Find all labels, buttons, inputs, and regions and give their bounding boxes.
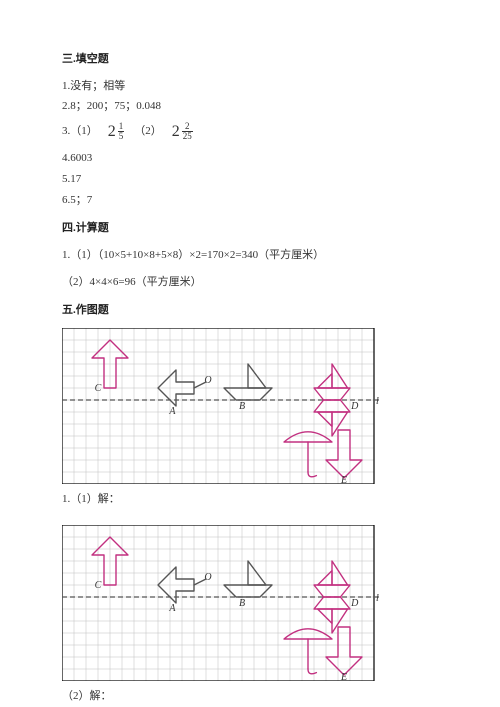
svg-text:O: O <box>204 375 211 386</box>
q3-3: 3.（1） 2 1 5 （2） 2 2 25 <box>62 118 445 145</box>
fraction-2-whole: 2 <box>172 118 180 145</box>
q3-5: 5.17 <box>62 170 445 189</box>
section-4-title: 四.计算题 <box>62 219 445 238</box>
svg-text:A: A <box>168 603 176 614</box>
figure-2: l C A O B D E （2）解： <box>62 525 445 706</box>
fraction-1-whole: 2 <box>108 118 116 145</box>
fraction-1: 2 1 5 <box>108 118 125 145</box>
svg-text:E: E <box>340 475 347 484</box>
section-5-title: 五.作图题 <box>62 301 445 320</box>
fraction-2-num: 2 <box>185 122 190 131</box>
svg-text:C: C <box>95 383 102 394</box>
figure-1: l C A O B D E 1.（1）解： <box>62 328 445 509</box>
q3-3-mid: （2） <box>134 122 162 141</box>
fraction-1-num: 1 <box>119 122 124 131</box>
figure-1-svg: l C A O B D E <box>62 328 384 484</box>
q4-1: 1.（1）（10×5+10×8+5×8）×2=170×2=340（平方厘米） <box>62 246 445 265</box>
svg-text:B: B <box>239 598 245 609</box>
svg-text:A: A <box>168 406 176 417</box>
fraction-2-den: 25 <box>182 131 193 141</box>
q3-6: 6.5；7 <box>62 191 445 210</box>
q4-2: （2）4×4×6=96（平方厘米） <box>62 273 445 292</box>
q3-4: 4.6003 <box>62 149 445 168</box>
q3-1: 1.没有；相等 <box>62 77 445 96</box>
svg-text:D: D <box>350 401 359 412</box>
figure-1-label: 1.（1）解： <box>62 490 445 509</box>
svg-text:D: D <box>350 598 359 609</box>
svg-text:l: l <box>376 593 379 604</box>
q3-2: 2.8；200；75；0.048 <box>62 97 445 116</box>
fraction-1-den: 5 <box>118 131 125 141</box>
svg-text:O: O <box>204 572 211 583</box>
figure-2-label: （2）解： <box>62 687 445 706</box>
section-3-title: 三.填空题 <box>62 50 445 69</box>
q3-3-prefix: 3.（1） <box>62 122 98 141</box>
figure-2-svg: l C A O B D E <box>62 525 384 681</box>
svg-text:C: C <box>95 580 102 591</box>
svg-text:E: E <box>340 672 347 681</box>
svg-text:B: B <box>239 401 245 412</box>
svg-text:l: l <box>376 396 379 407</box>
fraction-2: 2 2 25 <box>172 118 193 145</box>
